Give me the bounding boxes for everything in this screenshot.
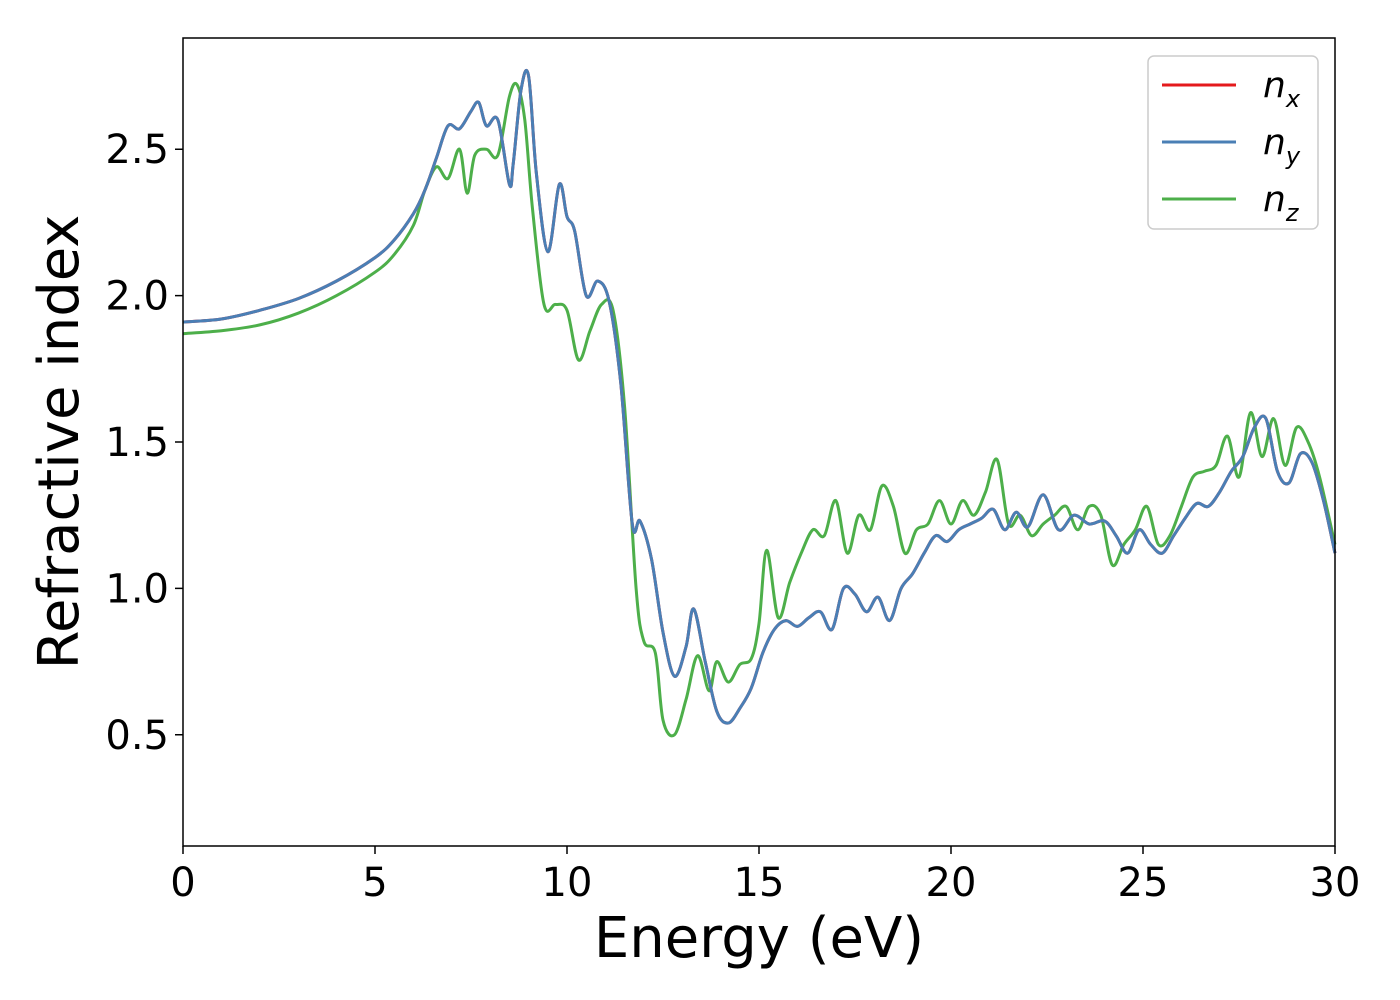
y-tick-label: 2.0 [105,274,169,320]
x-tick-label: 10 [542,860,593,906]
y-tick-label: 1.0 [105,566,169,612]
x-tick-label: 0 [170,860,195,906]
x-tick-label: 25 [1118,860,1169,906]
y-tick-label: 2.5 [105,127,169,173]
legend-label-nx: nx [1263,65,1301,113]
series-line-nz [182,81,1337,738]
x-axis-ticks: 0 5 10 15 20 25 30 [170,846,1360,906]
y-tick-label: 1.5 [105,420,169,466]
x-tick-label: 30 [1310,860,1361,906]
x-tick-label: 5 [362,860,387,906]
x-axis-label: Energy (eV) [594,906,924,971]
series-line-ny [182,69,1337,725]
y-tick-label: 0.5 [105,713,169,759]
series-layer [182,69,1337,738]
x-tick-label: 20 [926,860,977,906]
y-axis-ticks: 0.5 1.0 1.5 2.0 2.5 [105,127,183,759]
y-axis-label: Refractive index [27,215,92,670]
x-tick-label: 15 [734,860,785,906]
